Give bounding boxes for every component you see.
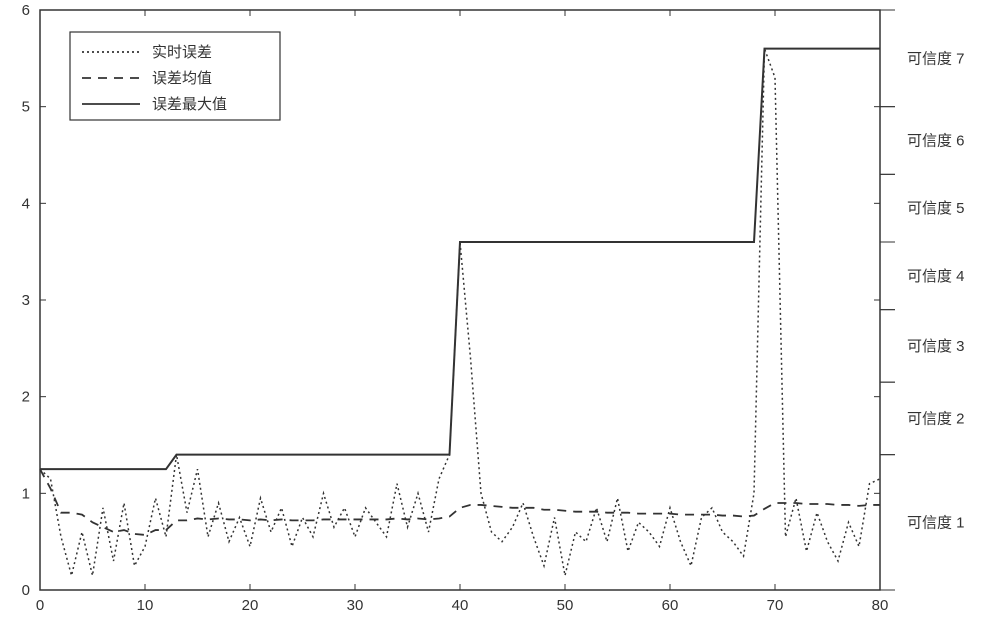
confidence-label: 可信度 7 — [907, 50, 965, 67]
x-tick-label: 40 — [452, 597, 469, 614]
confidence-label: 可信度 2 — [907, 410, 965, 427]
series-realtime_error — [40, 49, 880, 576]
y-tick-label: 6 — [22, 2, 30, 19]
y-tick-label: 1 — [22, 485, 30, 502]
confidence-label: 可信度 3 — [907, 338, 965, 355]
legend-label: 实时误差 — [152, 44, 212, 61]
y-tick-label: 0 — [22, 582, 30, 599]
x-tick-label: 50 — [557, 597, 574, 614]
chart-root: 010203040506070800123456实时误差误差均值误差最大值可信度… — [0, 0, 1000, 617]
chart-svg: 010203040506070800123456实时误差误差均值误差最大值可信度… — [0, 0, 1000, 617]
x-tick-label: 20 — [242, 597, 259, 614]
confidence-label: 可信度 4 — [907, 268, 965, 285]
x-tick-label: 80 — [872, 597, 889, 614]
y-tick-label: 4 — [22, 195, 30, 212]
x-tick-label: 0 — [36, 597, 44, 614]
series-error_mean — [40, 469, 880, 535]
x-tick-label: 70 — [767, 597, 784, 614]
confidence-label: 可信度 1 — [907, 514, 965, 531]
legend-label: 误差最大值 — [152, 96, 227, 113]
legend-label: 误差均值 — [152, 70, 212, 87]
x-tick-label: 30 — [347, 597, 364, 614]
x-tick-label: 10 — [137, 597, 154, 614]
y-tick-label: 2 — [22, 389, 30, 406]
x-tick-label: 60 — [662, 597, 679, 614]
y-tick-label: 3 — [22, 292, 30, 309]
confidence-label: 可信度 6 — [907, 133, 965, 150]
y-tick-label: 5 — [22, 99, 30, 116]
confidence-label: 可信度 5 — [907, 200, 965, 217]
